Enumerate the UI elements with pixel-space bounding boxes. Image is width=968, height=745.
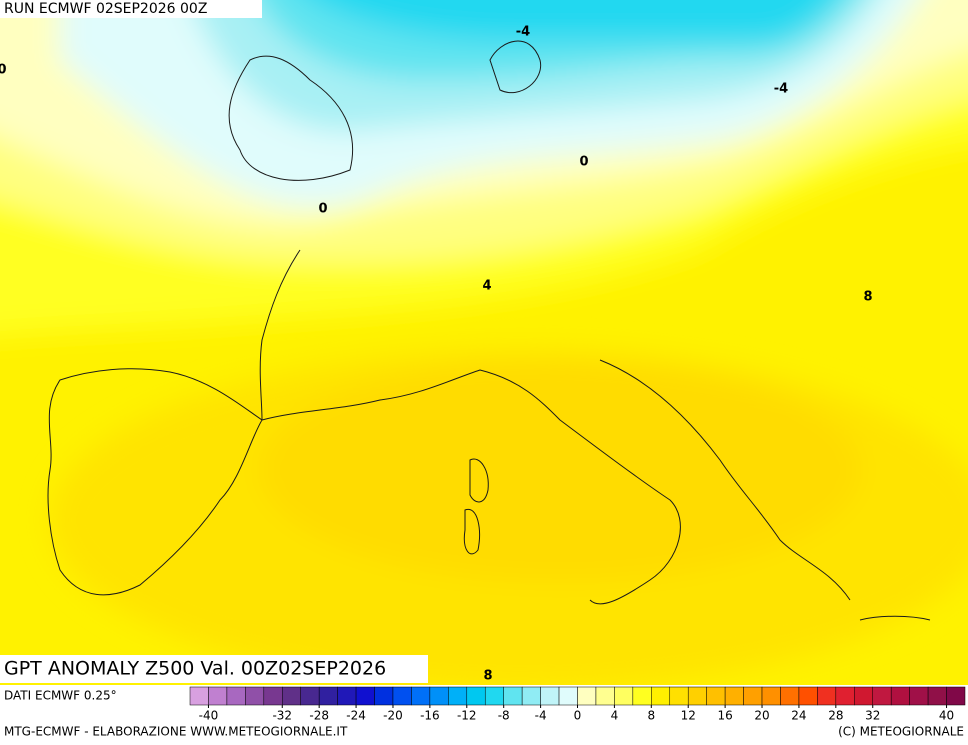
colorbar-swatch xyxy=(780,686,800,706)
colorbar-tick-label: -24 xyxy=(346,709,366,723)
colorbar-swatch xyxy=(300,686,320,706)
colorbar-swatch xyxy=(687,686,707,706)
colorbar-tick-label: -40 xyxy=(199,709,219,723)
contour-label: 0 xyxy=(579,155,588,170)
colorbar-tick-label: 4 xyxy=(611,709,619,723)
colorbar-swatch xyxy=(337,686,357,706)
coastlines xyxy=(47,40,931,621)
colorbar-tick-label: -16 xyxy=(420,709,440,723)
colorbar-swatch xyxy=(614,686,634,706)
colorbar-tick-label: 0 xyxy=(574,709,582,723)
colorbar-tick-label: -8 xyxy=(498,709,510,723)
contour-label: 4 xyxy=(482,279,491,294)
colorbar-swatch xyxy=(854,686,873,706)
colorbar-swatch xyxy=(927,686,947,706)
colorbar-tick-label: -32 xyxy=(272,709,292,723)
contour-label: 0 xyxy=(318,202,327,217)
map-title: GPT ANOMALY Z500 Val. 00Z02SEP2026 xyxy=(4,658,386,680)
colorbar-swatch xyxy=(263,686,283,706)
colorbar-swatch xyxy=(318,686,338,706)
colorbar-swatch xyxy=(909,686,929,706)
contour-label: 0 xyxy=(0,63,7,78)
colorbar-swatch xyxy=(448,686,468,706)
colorbar-swatch xyxy=(392,686,412,706)
colorbar-swatch xyxy=(558,686,578,706)
colorbar-swatch xyxy=(540,686,560,706)
colorbar-tick-label: -20 xyxy=(383,709,403,723)
contour-label: 8 xyxy=(483,669,492,684)
anomaly-field xyxy=(0,0,968,685)
colorbar-swatch xyxy=(208,686,228,706)
colorbar-tick-label: 40 xyxy=(939,709,954,723)
colorbar-tick-label: -4 xyxy=(535,709,547,723)
colorbar-swatch xyxy=(355,686,375,706)
contour-label: -4 xyxy=(774,82,788,97)
contour-label: -4 xyxy=(516,25,530,40)
colorbar-tick-label: 12 xyxy=(681,709,696,723)
colorbar-swatch xyxy=(946,686,966,706)
colorbar-tick-label: 16 xyxy=(717,709,732,723)
colorbar-swatch xyxy=(890,686,910,706)
colorbar-swatch xyxy=(282,686,301,706)
colorbar-swatch xyxy=(817,686,837,706)
colorbar-swatch xyxy=(503,686,523,706)
colorbar-swatch xyxy=(743,686,763,706)
colorbar-swatch xyxy=(835,686,855,706)
colorbar-swatch xyxy=(577,686,597,706)
colorbar-swatch xyxy=(761,686,781,706)
source-label: DATI ECMWF 0.25° xyxy=(4,689,117,703)
colorbar-swatch xyxy=(651,686,671,706)
colorbar-swatch xyxy=(595,686,615,706)
colorbar-swatch xyxy=(466,686,486,706)
colorbar-swatch xyxy=(484,686,504,706)
colorbar-swatch xyxy=(798,686,818,706)
colorbar-tick-label: 24 xyxy=(791,709,806,723)
header-box xyxy=(0,0,262,18)
colorbar-tick-label: 20 xyxy=(754,709,769,723)
colorbar-swatch xyxy=(669,686,689,706)
colorbar-swatch xyxy=(872,686,892,706)
title-box xyxy=(0,655,428,683)
colorbar-swatch xyxy=(226,686,246,706)
credit-label: MTG-ECMWF - ELABORAZIONE WWW.METEOGIORNA… xyxy=(4,725,348,739)
colorbar-swatch xyxy=(374,686,394,706)
colorbar-tick-label: -12 xyxy=(457,709,477,723)
colorbar-tick-label: -28 xyxy=(309,709,329,723)
colorbar-swatch xyxy=(521,686,541,706)
colorbar-swatch xyxy=(189,686,209,706)
colorbar-swatch xyxy=(724,686,744,706)
contour-label: 8 xyxy=(863,290,872,305)
colorbar-swatch xyxy=(245,686,265,706)
colorbar-swatch xyxy=(632,686,652,706)
colorbar-swatch xyxy=(429,686,449,706)
colorbar-tick-label: 28 xyxy=(828,709,843,723)
colorbar-tick-label: 32 xyxy=(865,709,880,723)
colorbar-tick-label: 8 xyxy=(647,709,655,723)
colorbar-swatch xyxy=(706,686,726,706)
colorbar-swatch xyxy=(411,686,431,706)
run-label: RUN ECMWF 02SEP2026 00Z xyxy=(4,1,207,17)
copyright-label: (C) METEOGIORNALE xyxy=(838,725,964,739)
